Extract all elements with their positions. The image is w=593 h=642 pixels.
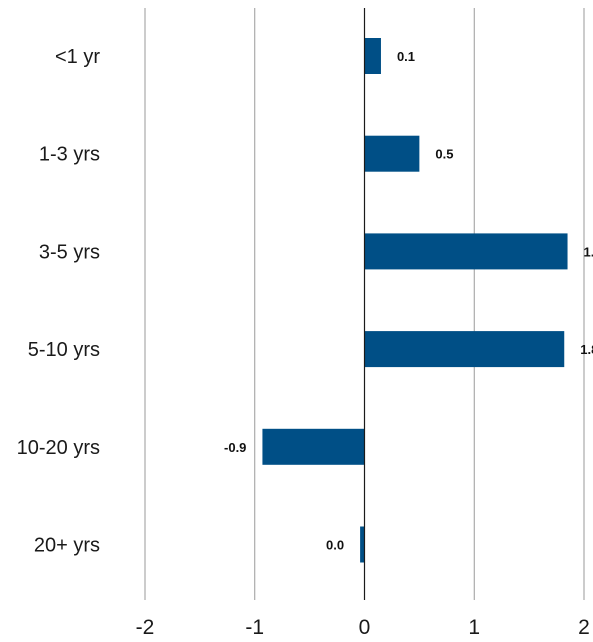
x-tick-label: -1 [245,616,264,639]
category-label: 10-20 yrs [17,437,100,459]
data-label: 0.0 [326,538,344,553]
data-labels: 0.1 0.5 1.9 1.8 -0.9 0.0 [224,49,593,553]
x-tick-label: 1 [468,616,480,639]
category-label: 20+ yrs [34,535,100,557]
data-label: 1.8 [580,342,593,357]
category-label: 5-10 yrs [28,339,100,361]
x-tick-labels: -2 -1 0 1 2 [136,616,590,639]
bars [262,38,568,563]
x-tick-label: 2 [578,616,590,639]
bar-2 [364,233,568,270]
category-labels: <1 yr 1-3 yrs 3-5 yrs 5-10 yrs 10-20 yrs 20+ … [17,46,101,557]
category-label: <1 yr [55,46,100,68]
data-label: 1.9 [584,244,593,259]
data-label: 0.5 [435,147,453,162]
bar-5 [360,526,365,563]
grid-lines [144,8,585,600]
x-tick-label: 0 [359,616,371,639]
bar-4 [262,428,365,465]
bar-3 [364,331,565,368]
x-tick-label: -2 [136,616,155,639]
data-label: 0.1 [397,49,415,64]
bar-0 [364,38,381,74]
bar-1 [364,135,420,172]
category-label: 3-5 yrs [39,241,100,263]
category-label: 1-3 yrs [39,144,100,166]
data-label: -0.9 [224,440,246,455]
